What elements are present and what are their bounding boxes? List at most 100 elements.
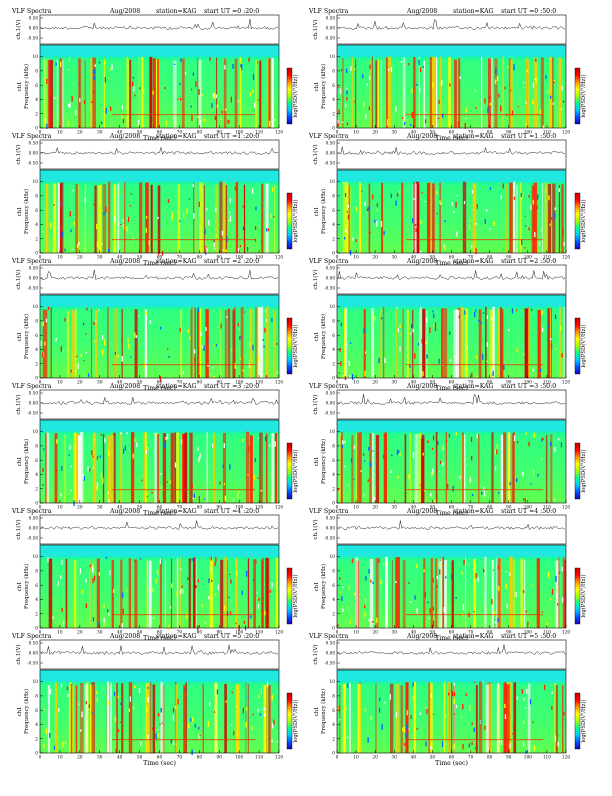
spectral-speckle (541, 611, 543, 613)
sferic-streak (355, 59, 357, 128)
spectral-speckle (245, 570, 248, 577)
spectral-speckle (444, 246, 446, 250)
spectral-speckle (230, 579, 232, 584)
colorbar (574, 317, 581, 375)
spectral-speckle (440, 203, 442, 205)
spectral-speckle (346, 606, 348, 609)
spectral-speckle (264, 327, 266, 333)
spectral-speckle (457, 121, 460, 128)
spectral-speckle (436, 453, 438, 459)
time-tick-label: 120 (562, 131, 570, 136)
spectral-speckle (229, 211, 231, 214)
sferic-streak (247, 558, 250, 628)
spectral-speckle (113, 433, 115, 436)
spectral-speckle (490, 317, 493, 321)
spectral-speckle (229, 573, 231, 576)
time-tick-label: 100 (524, 256, 532, 261)
spectral-speckle (379, 697, 381, 702)
spectral-speckle (557, 741, 559, 747)
spectral-speckle (77, 244, 79, 248)
sferic-streak (65, 558, 68, 628)
sferic-streak (375, 683, 377, 753)
spectral-speckle (228, 596, 230, 599)
spectral-speckle (248, 363, 251, 368)
panel-date-label: Aug/2008 (109, 8, 140, 15)
time-tick-label: 50 (430, 506, 436, 511)
frequency-tick-label: 0 (332, 252, 335, 257)
sferic-streak (181, 58, 185, 128)
spectral-speckle (433, 313, 435, 319)
spectral-speckle (138, 687, 141, 694)
spectral-speckle (226, 500, 229, 502)
sferic-streak (253, 559, 256, 628)
sferic-streak (50, 307, 52, 378)
spectral-speckle (342, 586, 344, 588)
spectral-speckle (215, 344, 217, 347)
frequency-tick-label: 8 (332, 194, 335, 199)
spectral-speckle (150, 607, 152, 612)
panel-station-label: station=KAG (453, 8, 494, 15)
sferic-streak (225, 185, 228, 253)
sferic-streak (249, 435, 253, 503)
sferic-streak (149, 56, 153, 128)
spectral-speckle (180, 568, 182, 570)
spectral-speckle (521, 689, 523, 694)
frequency-tick-label: 6 (35, 709, 38, 714)
frequency-channel-label: ch1 (314, 332, 320, 342)
frequency-tick-label: 8 (35, 444, 38, 449)
spectral-speckle (248, 57, 250, 62)
spectral-speckle (100, 200, 102, 205)
time-tick-label: 60 (157, 131, 163, 136)
spectral-speckle (540, 457, 543, 461)
spectral-speckle (155, 578, 157, 584)
sferic-streak (79, 431, 84, 503)
sferic-streak (355, 433, 357, 503)
waveform-tick-label: 0.50 (29, 516, 39, 521)
spectral-speckle (351, 558, 354, 563)
sferic-streak (409, 432, 411, 503)
spectral-speckle (105, 206, 107, 213)
sferic-streak (510, 59, 513, 128)
spectral-speckle (475, 747, 477, 750)
waveform-frame (336, 264, 567, 295)
spectral-speckle (430, 746, 432, 750)
spectral-speckle (129, 696, 131, 702)
spectral-speckle (551, 217, 553, 220)
time-axis-label: Time (sec) (143, 260, 176, 267)
sferic-streak (443, 308, 448, 378)
spectral-speckle (79, 98, 81, 102)
spectral-speckle (174, 706, 177, 709)
spectral-speckle (366, 209, 368, 211)
time-tick-label: 10 (57, 631, 63, 636)
spectral-speckle (489, 228, 491, 230)
sferic-streak (395, 557, 397, 628)
spectral-speckle (58, 708, 60, 712)
spectral-speckle (364, 370, 366, 377)
spectral-speckle (410, 714, 412, 719)
spectral-speckle (244, 242, 246, 247)
spectral-speckle (229, 611, 232, 615)
time-tick-label: 80 (487, 256, 493, 261)
sferic-streak (52, 183, 57, 253)
spectral-speckle (436, 585, 438, 588)
spectral-speckle (486, 342, 488, 347)
sferic-streak (513, 560, 515, 628)
spectral-speckle (239, 245, 241, 248)
sferic-streak (563, 306, 565, 378)
spectral-speckle (451, 202, 453, 206)
spectral-speckle (276, 342, 278, 345)
spectral-speckle (101, 243, 103, 245)
spectral-speckle (430, 693, 433, 698)
sferic-streak (152, 684, 156, 753)
spectral-speckle (215, 207, 217, 213)
spectral-speckle (187, 577, 189, 580)
spectral-speckle (432, 435, 435, 441)
spectral-speckle (408, 474, 410, 479)
spectral-speckle (50, 597, 52, 600)
spectral-speckle (64, 741, 67, 744)
sferic-streak (177, 184, 181, 253)
spectral-speckle (152, 90, 154, 95)
panel-program-label: VLF Spectra (11, 258, 52, 265)
spectral-speckle (353, 445, 355, 449)
spectral-speckle (526, 688, 528, 694)
